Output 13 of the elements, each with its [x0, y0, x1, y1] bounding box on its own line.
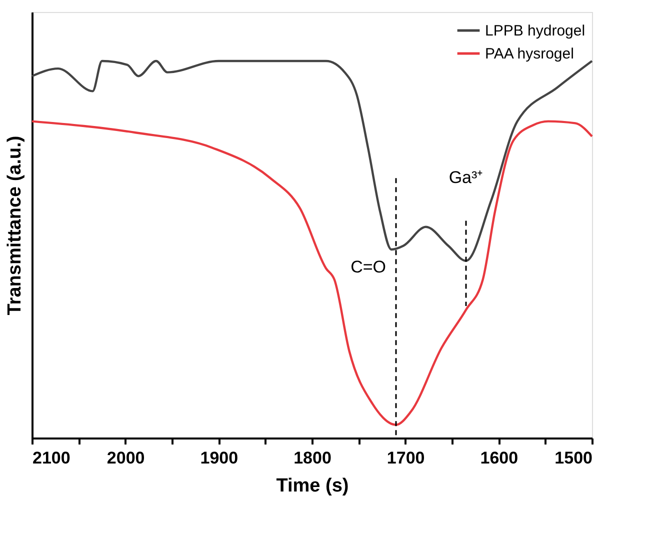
ref-line-label: Ga³⁺	[448, 168, 484, 188]
x-tick-label: 1700	[386, 448, 425, 468]
x-tick-label: 1800	[294, 448, 332, 468]
x-tick-label: 1600	[480, 448, 518, 468]
x-axis-title: Time (s)	[276, 476, 349, 496]
y-axis-title: Transmittance (a.u.)	[4, 136, 26, 316]
ref-line-label: C=O	[350, 258, 386, 277]
x-tick-label: 2100	[32, 448, 70, 468]
x-tick-label: 1500	[554, 448, 592, 468]
legend-label: PAA hysrogel	[485, 46, 574, 62]
x-tick-label: 1900	[200, 448, 238, 468]
legend-label: LPPB hydrogel	[485, 22, 586, 40]
x-tick-label: 2000	[106, 448, 145, 468]
